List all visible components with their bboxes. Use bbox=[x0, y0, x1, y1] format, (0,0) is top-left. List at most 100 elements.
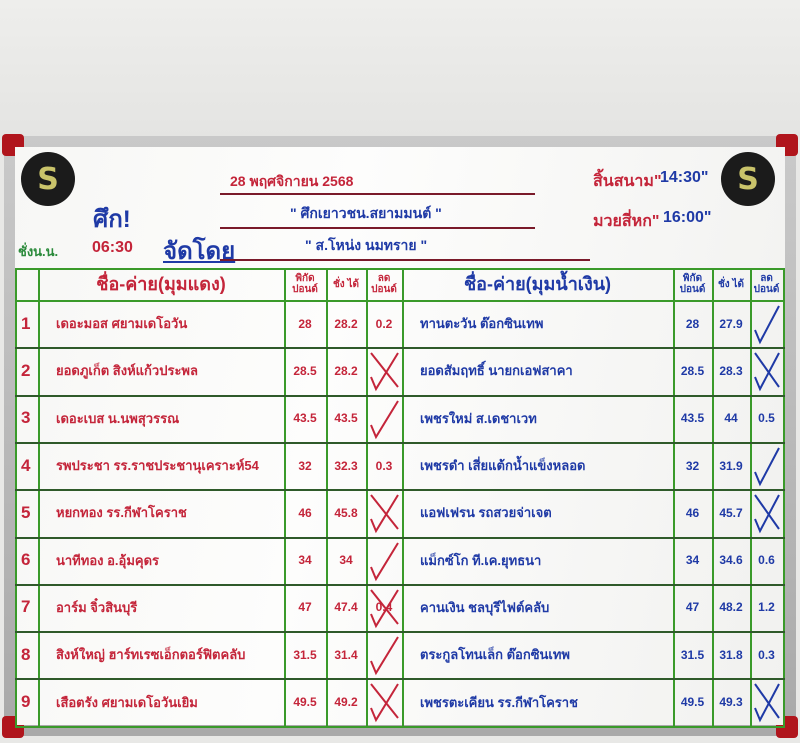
blue-limit: 43.5 bbox=[680, 411, 705, 426]
bout-number: 8 bbox=[21, 644, 31, 664]
event-name: " ศึกเยาวชน.สยามมนต์ " bbox=[290, 205, 442, 221]
blue-weighed: 31.9 bbox=[719, 458, 743, 473]
blue-limit: 47 bbox=[685, 600, 700, 615]
field-close-time: 14:30" bbox=[660, 169, 709, 186]
bout-number: 2 bbox=[21, 360, 31, 380]
grid-line bbox=[673, 268, 675, 726]
red-fighter-name: เดอะเบส น.นพสุวรรณ bbox=[56, 410, 180, 426]
check-stroke bbox=[754, 494, 780, 534]
blue-weighed: 48.2 bbox=[719, 600, 743, 615]
blue-fighter-name: ยอดสัมฤทธิ์ นายกเอฟสาคา bbox=[420, 363, 573, 379]
grid-line bbox=[712, 268, 714, 726]
grid-line bbox=[15, 347, 785, 350]
bout-number: 3 bbox=[21, 408, 31, 428]
red-weighed: 47.4 bbox=[334, 600, 358, 615]
bout-number: 5 bbox=[21, 502, 31, 522]
check-stroke bbox=[754, 305, 780, 345]
red-limit: 47 bbox=[298, 600, 312, 615]
red-limit: 46 bbox=[298, 505, 312, 520]
col-red-corner-header: ชื่อ-ค่าย(มุมแดง) bbox=[96, 273, 226, 294]
bout-number: 9 bbox=[21, 692, 31, 712]
logo-letter: S bbox=[737, 161, 759, 197]
grid-line bbox=[15, 631, 785, 634]
red-weighed: 45.8 bbox=[334, 505, 358, 520]
blue-weighed: 49.3 bbox=[719, 695, 743, 710]
check-stroke bbox=[370, 352, 399, 392]
bout-number: 4 bbox=[21, 455, 31, 475]
bout-number: 1 bbox=[21, 313, 31, 333]
blue-reduce: 0.3 bbox=[758, 647, 775, 662]
red-fighter-name: รพประชา รร.ราชประชานุเคราะห์54 bbox=[56, 458, 259, 474]
blue-reduce: 1.2 bbox=[758, 600, 775, 615]
blue-limit: 28.5 bbox=[680, 363, 705, 378]
grid-line bbox=[15, 536, 785, 539]
organizer: " ส.โหน่ง นมทราย " bbox=[305, 237, 428, 253]
grid-line bbox=[15, 489, 785, 492]
grid-line bbox=[15, 300, 785, 302]
red-limit: 28.5 bbox=[293, 363, 317, 378]
blue-fighter-name: เพชรดำ เสี่ยแต้กน้ำแข็งหลอด bbox=[420, 458, 586, 474]
check-mark-icon bbox=[370, 400, 399, 439]
cross-stroke bbox=[370, 494, 399, 530]
grid-line bbox=[15, 725, 785, 728]
bout-number: 6 bbox=[21, 550, 31, 570]
blue-limit: 32 bbox=[685, 458, 700, 473]
red-fighter-name: สิงห์ใหญ่ ฮาร์ทเรซเอ็กตอร์ฟิตคลับ bbox=[56, 647, 246, 663]
col-weighed-header: ชั่ง ได้ bbox=[718, 278, 744, 290]
col-weighed-header: ชั่ง ได้ bbox=[333, 278, 359, 290]
col-blue-corner-header: ชื่อ-ค่าย(มุมน้ำเงิน) bbox=[463, 273, 612, 294]
cross-check-mark-icon bbox=[754, 683, 780, 723]
cross-stroke bbox=[370, 589, 399, 625]
event-label: ศึก! bbox=[93, 206, 131, 233]
cross-stroke bbox=[370, 683, 399, 720]
blue-fighter-name: แอฟเฟรน รถสวยจ่าเจต bbox=[420, 505, 552, 521]
cross-check-mark-icon bbox=[754, 352, 780, 392]
check-stroke bbox=[370, 683, 399, 723]
col-limit-header: พิกัด ปอนด์ bbox=[292, 273, 318, 295]
check-stroke bbox=[370, 400, 399, 439]
cross-stroke bbox=[754, 494, 780, 530]
red-limit: 31.5 bbox=[293, 647, 317, 662]
cross-stroke bbox=[754, 683, 780, 719]
red-weighed: 32.3 bbox=[334, 458, 358, 473]
grid-line bbox=[15, 394, 785, 397]
check-stroke bbox=[370, 541, 399, 581]
red-weighed: 49.2 bbox=[334, 695, 358, 710]
red-fighter-name: หยกทอง รร.กีฬาโคราช bbox=[56, 505, 187, 521]
red-weighed: 28.2 bbox=[334, 316, 358, 331]
first-fight-label: มวยสี่หก" bbox=[593, 213, 660, 230]
blue-fighter-name: เพชรใหม่ ส.เดชาเวท bbox=[420, 410, 537, 426]
grid-line bbox=[15, 268, 17, 726]
check-stroke bbox=[370, 589, 399, 628]
organizer-label: จัดโดย bbox=[163, 238, 236, 265]
check-stroke bbox=[370, 494, 399, 534]
red-limit: 28 bbox=[298, 316, 312, 331]
blue-limit: 28 bbox=[685, 316, 700, 331]
red-limit: 43.5 bbox=[293, 411, 317, 426]
check-mark-icon bbox=[370, 541, 399, 581]
blue-limit: 34 bbox=[685, 553, 700, 568]
field-close-label: สิ้นสนาม" bbox=[593, 173, 662, 190]
red-fighter-name: เดอะมอส ศยามเดโอวัน bbox=[56, 316, 188, 332]
blue-weighed: 34.6 bbox=[719, 553, 743, 568]
blue-reduce: 0.6 bbox=[758, 553, 775, 568]
col-reduce-header: ลด ปอนด์ bbox=[753, 273, 780, 295]
red-weighed: 34 bbox=[339, 553, 353, 568]
red-weighed: 28.2 bbox=[334, 363, 358, 378]
whiteboard: S S 28 พฤศจิกายน 2568 ศึก! " ศึกเยาวชน.ส… bbox=[15, 147, 785, 728]
red-limit: 49.5 bbox=[293, 695, 317, 710]
blue-limit: 46 bbox=[685, 505, 700, 520]
check-mark-icon bbox=[754, 447, 780, 487]
grid-line bbox=[366, 268, 368, 726]
cross-mark-icon bbox=[370, 352, 399, 392]
cross-stroke bbox=[370, 352, 399, 388]
weigh-in-time: 06:30 bbox=[92, 239, 133, 256]
red-weighed: 31.4 bbox=[334, 647, 358, 662]
blue-weighed: 45.7 bbox=[719, 505, 743, 520]
check-stroke bbox=[754, 352, 780, 392]
grid-line bbox=[15, 268, 785, 270]
grid-line bbox=[15, 678, 785, 681]
blue-fighter-name: เพชรตะเคียน รร.กีฬาโคราช bbox=[420, 694, 578, 710]
blue-fighter-name: คานเงิน ชลบุรีไฟต์คลับ bbox=[420, 599, 550, 615]
check-stroke bbox=[754, 683, 780, 723]
